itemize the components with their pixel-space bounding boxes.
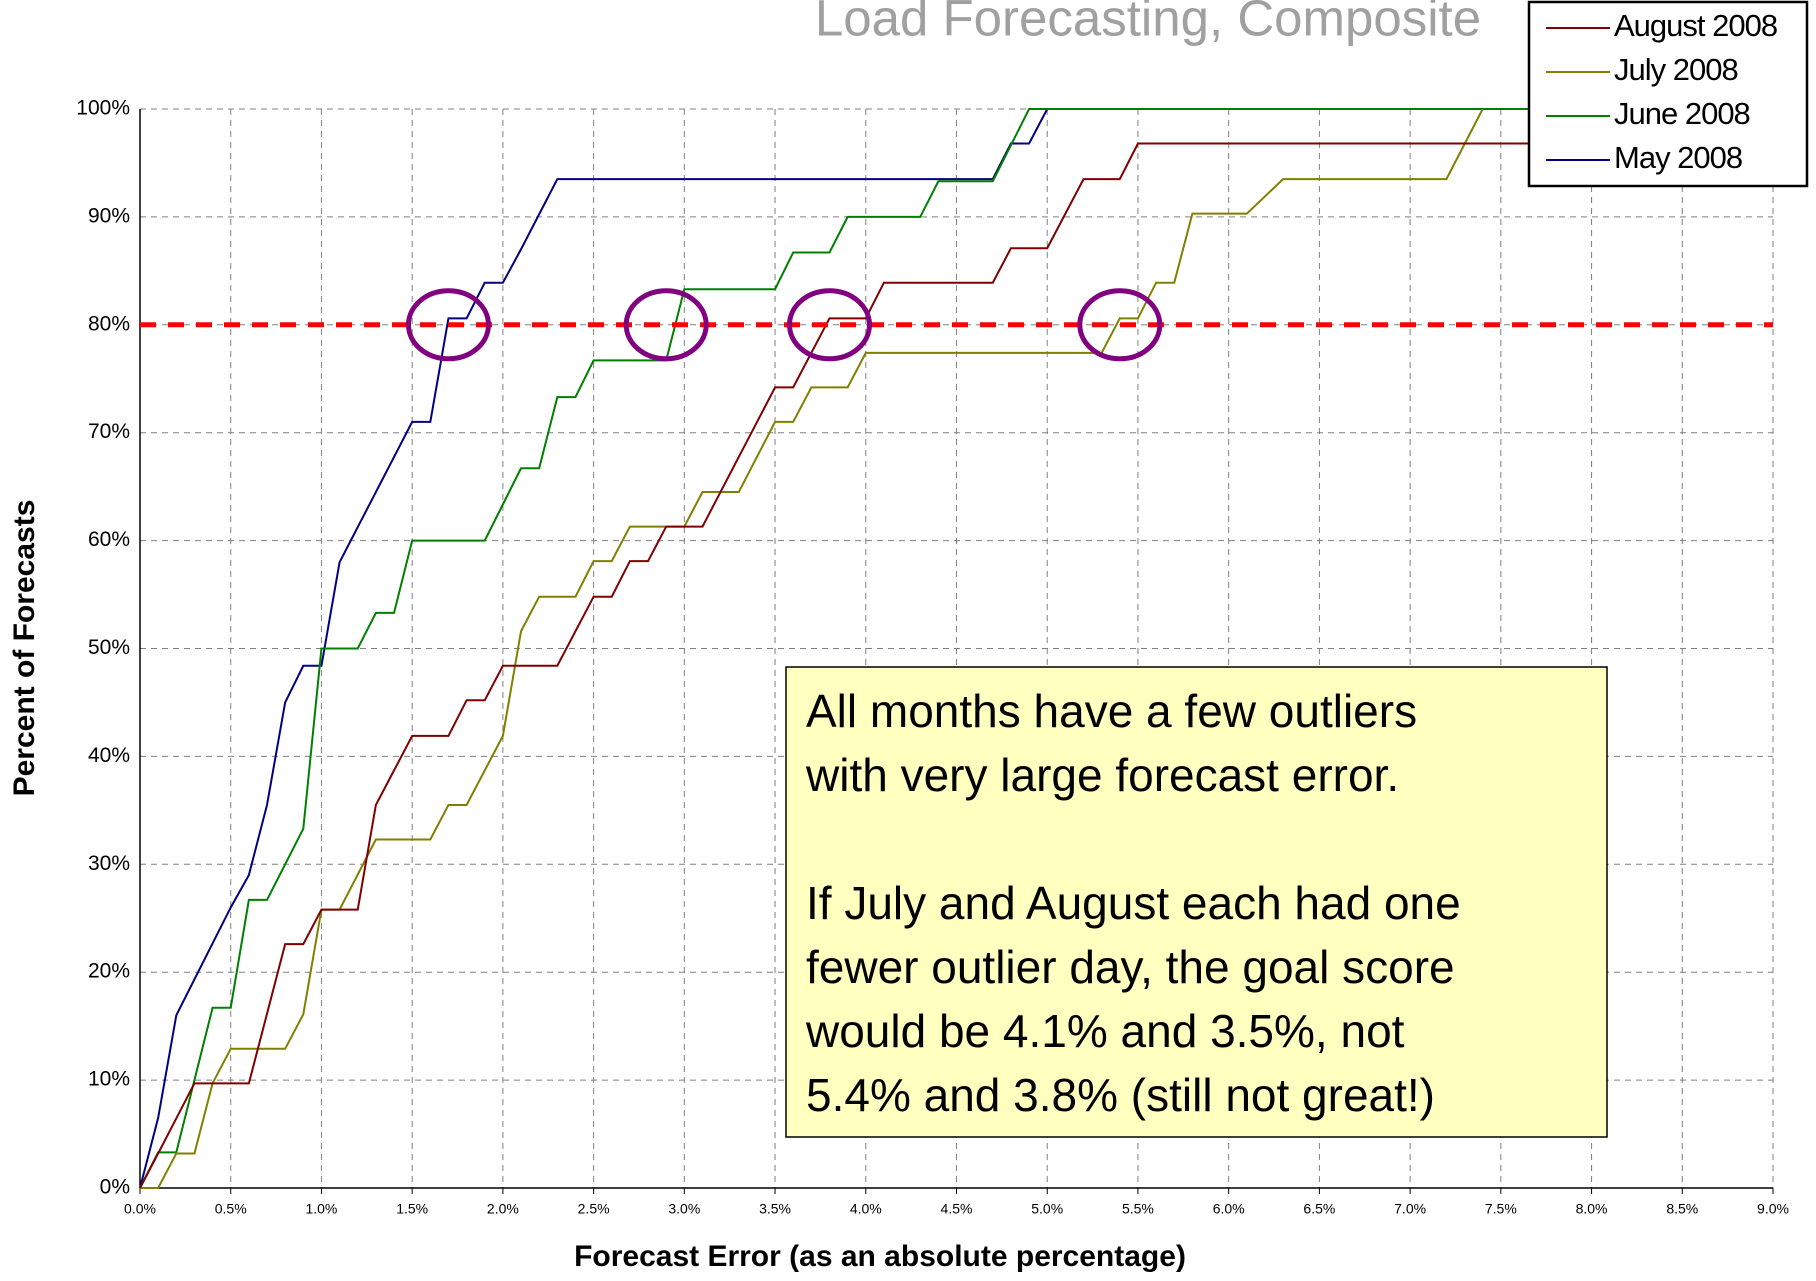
x-tick-label: 4.5%	[941, 1201, 973, 1217]
series-line	[140, 108, 1484, 1189]
y-tick-label: 30%	[88, 852, 130, 875]
series-line	[139, 142, 1574, 1189]
x-tick-label: 0.5%	[215, 1201, 247, 1217]
highlight-circle	[1077, 288, 1163, 362]
x-tick-label: 9.0%	[1757, 1201, 1789, 1217]
y-tick-label: 70%	[88, 420, 130, 443]
y-tick-label: 100%	[76, 97, 130, 120]
x-tick-label: 2.5%	[578, 1201, 610, 1217]
highlight-circle	[405, 288, 491, 362]
annotation-text: fewer outlier day, the goal score	[806, 941, 1455, 993]
x-tick-label: 4.0%	[850, 1201, 882, 1217]
legend-label: June 2008	[1614, 96, 1750, 131]
x-tick-label: 1.0%	[305, 1201, 337, 1217]
legend-label: May 2008	[1614, 140, 1742, 175]
x-axis-label: Forecast Error (as an absolute percentag…	[574, 1240, 1186, 1273]
x-tick-label: 1.5%	[396, 1201, 428, 1217]
annotation-text: with very large forecast error.	[805, 749, 1399, 801]
x-tick-label: 0.0%	[124, 1201, 156, 1217]
chart-title: Load Forecasting, Composite	[815, 0, 1481, 46]
x-tick-label: 7.5%	[1485, 1201, 1517, 1217]
annotation-text: All months have a few outliers	[806, 685, 1417, 737]
annotation-text: would be 4.1% and 3.5%, not	[805, 1005, 1405, 1057]
x-tick-label: 3.5%	[759, 1201, 791, 1217]
x-tick-label: 6.5%	[1303, 1201, 1335, 1217]
x-tick-label: 7.0%	[1394, 1201, 1426, 1217]
y-tick-label: 20%	[88, 960, 130, 983]
y-tick-label: 50%	[88, 636, 130, 659]
annotation-text: 5.4% and 3.8% (still not great!)	[806, 1069, 1435, 1121]
y-axis-label: Percent of Forecasts	[8, 500, 41, 797]
y-tick-label: 60%	[88, 528, 130, 551]
x-tick-label: 8.5%	[1666, 1201, 1698, 1217]
highlight-circle	[623, 288, 709, 362]
annotation-box	[785, 666, 1608, 1138]
highlight-circle	[786, 288, 872, 362]
y-tick-label: 0%	[100, 1176, 130, 1199]
legend-box	[1527, 0, 1809, 188]
x-tick-label: 2.0%	[487, 1201, 519, 1217]
x-tick-label: 5.5%	[1122, 1201, 1154, 1217]
x-tick-label: 5.0%	[1031, 1201, 1063, 1217]
x-tick-label: 3.0%	[668, 1201, 700, 1217]
y-tick-label: 80%	[88, 312, 130, 335]
legend-label: August 2008	[1614, 8, 1777, 43]
x-tick-label: 8.0%	[1576, 1201, 1608, 1217]
y-tick-label: 40%	[88, 744, 130, 767]
annotation-text: If July and August each had one	[806, 877, 1461, 929]
x-tick-label: 6.0%	[1213, 1201, 1245, 1217]
series-line	[139, 108, 1592, 1189]
y-tick-label: 10%	[88, 1068, 130, 1091]
legend-label: July 2008	[1614, 52, 1738, 87]
y-tick-label: 90%	[88, 204, 130, 227]
